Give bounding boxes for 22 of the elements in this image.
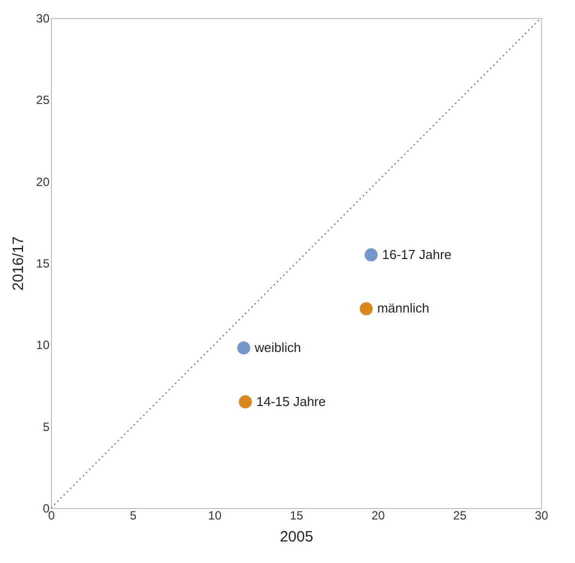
y-tick-label: 5 [42,420,50,434]
point [238,395,252,408]
point [237,341,250,354]
x-tick-label: 20 [371,508,386,522]
y-axis-title: 2016/17 [10,236,28,291]
x-axis-title: 2005 [280,528,314,546]
x-tick-label: 10 [208,508,222,522]
annotation: 14-15 Jahre [256,394,326,409]
annotation: männlich [377,300,430,316]
y-tick-label: 15 [36,256,50,270]
x-tick-label: 15 [290,508,304,522]
y-tick-label: 25 [36,93,50,108]
point [364,248,378,262]
x-tick-label: 25 [453,508,467,522]
x-tick-label: 5 [130,508,137,522]
annotation: 16-17 Jahre [382,246,452,262]
y-tick-label: 30 [36,12,50,26]
annotation: weiblich [254,340,301,355]
y-tick-label: 10 [36,338,50,352]
point [360,302,373,316]
x-tick-label: 30 [534,508,548,522]
y-tick-label: 20 [36,174,50,189]
